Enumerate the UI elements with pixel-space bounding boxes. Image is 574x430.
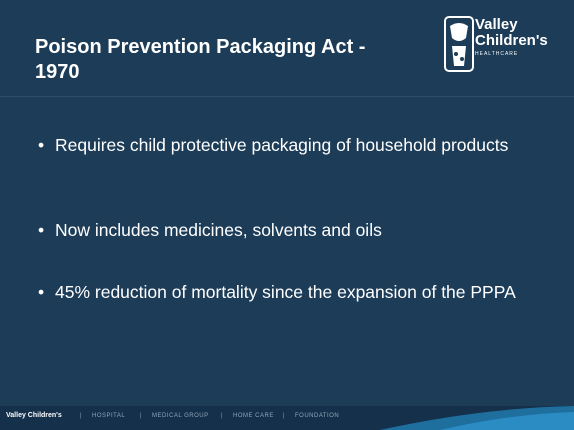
logo-text: Valley — [475, 16, 518, 33]
footer-sep: | — [80, 413, 83, 419]
footer-item: MEDICAL GROUP — [152, 413, 209, 419]
logo-icon — [444, 16, 474, 72]
footer-sep: | — [283, 413, 286, 419]
bullet: • Requires child protective packaging of … — [38, 133, 548, 157]
footer-sep: | — [221, 413, 224, 419]
bullet: • 45% reduction of mortality since the ex… — [38, 280, 548, 304]
bullet-dot: • — [38, 220, 45, 240]
slide-title: Poison Prevention Packaging Act - 1970 — [35, 36, 366, 83]
footer-item: HOSPITAL — [92, 413, 126, 419]
logo-text: HEALTHCARE — [475, 51, 519, 57]
footer-item: FOUNDATION — [295, 413, 340, 419]
footer-brand: Valley Children's — [6, 412, 62, 419]
bullet: • Now includes medicines, solvents and oi… — [38, 218, 548, 242]
footer: Valley Children's | HOSPITAL | MEDICAL GROUP… — [0, 406, 574, 430]
bullet-text: Requires child protective packaging of h… — [55, 135, 509, 155]
bullet-dot: • — [38, 135, 45, 155]
logo-text: Children's — [475, 32, 548, 49]
bullet-text: 45% reduction of mortality since the exp… — [55, 282, 516, 302]
footer-curve — [380, 406, 574, 430]
bullet-text: Now includes medicines, solvents and oil… — [55, 220, 382, 240]
bullet-dot: • — [38, 282, 45, 302]
logo: Valley Children's HEALTHCARE — [444, 14, 564, 74]
footer-item: HOME CARE — [233, 413, 274, 419]
footer-sep: | — [140, 413, 143, 419]
divider — [0, 96, 574, 97]
